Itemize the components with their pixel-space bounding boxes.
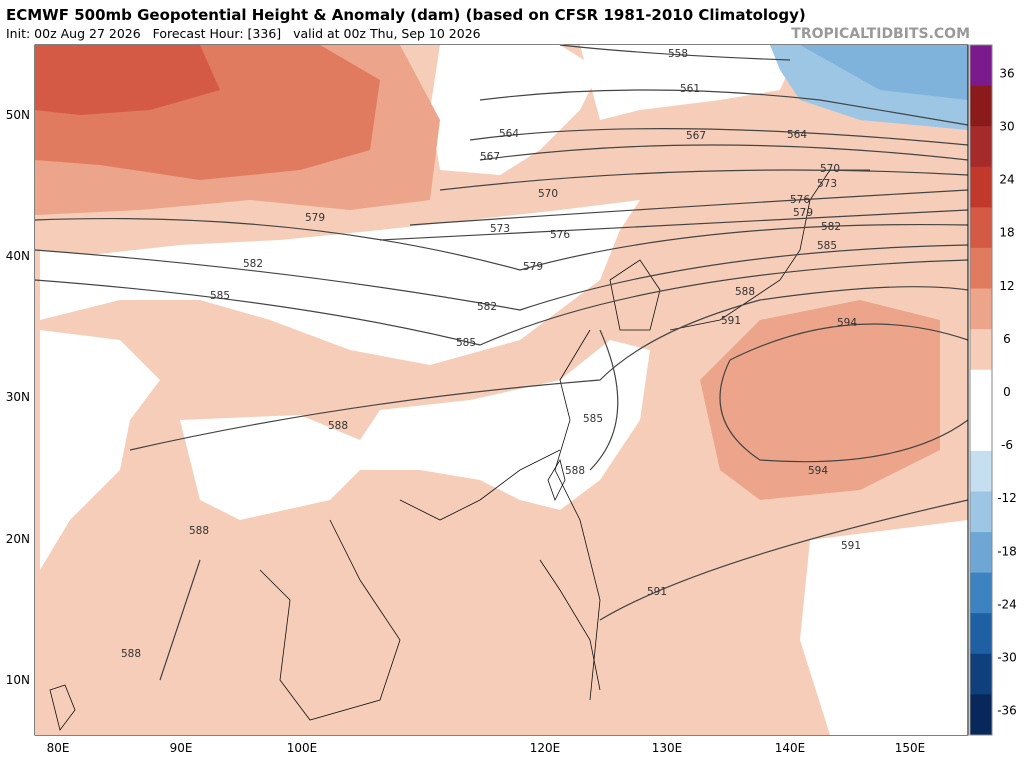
colorbar-segment (970, 450, 992, 492)
contour-label: 567 (686, 130, 706, 142)
contour-label: 585 (817, 240, 837, 252)
contour-label: 564 (499, 128, 519, 140)
contour-label: 576 (790, 194, 810, 206)
colorbar-segment (970, 45, 992, 87)
contour-label: 585 (583, 413, 603, 425)
contour-label: 570 (820, 163, 840, 175)
lon-label: 140E (775, 741, 806, 755)
colorbar-label: -30 (997, 651, 1017, 665)
colorbar-segment (970, 288, 992, 330)
colorbar-segment (970, 491, 992, 533)
contour-label: 588 (121, 648, 141, 660)
lat-label: 20N (6, 532, 30, 546)
subtitle: Init: 00z Aug 27 2026 Forecast Hour: [33… (6, 26, 481, 41)
contour-label: 564 (787, 129, 807, 141)
lon-label: 100E (287, 741, 318, 755)
contour-label: 591 (841, 540, 861, 552)
colorbar-label: 6 (1003, 332, 1011, 346)
lat-label: 40N (6, 249, 30, 263)
colorbar-segment (970, 653, 992, 695)
colorbar-label: 36 (999, 66, 1014, 80)
contour-label: 594 (837, 317, 857, 329)
colorbar-label: -18 (997, 544, 1017, 558)
contour-label: 573 (490, 223, 510, 235)
colorbar-segment (970, 694, 992, 736)
colorbar-segment (970, 329, 992, 371)
contour-label: 588 (565, 465, 585, 477)
lon-label: 130E (652, 741, 683, 755)
colorbar-segment (970, 369, 992, 411)
contour-label: 576 (550, 229, 570, 241)
colorbar-frame (969, 44, 993, 736)
colorbar-segment (970, 166, 992, 208)
contour-label: 570 (538, 188, 558, 200)
colorbar-label: 30 (999, 120, 1014, 134)
colorbar-label: 0 (1003, 385, 1011, 399)
colorbar-segment (970, 85, 992, 127)
lon-label: 80E (47, 741, 70, 755)
colorbar-segment (970, 247, 992, 290)
contour-label: 591 (647, 586, 667, 598)
contour-label: 582 (821, 221, 841, 233)
lat-label: 30N (6, 390, 30, 404)
lon-label: 150E (895, 741, 926, 755)
title: ECMWF 500mb Geopotential Height & Anomal… (6, 6, 806, 24)
colorbar-label: -24 (997, 597, 1017, 611)
colorbar-label: -12 (997, 491, 1017, 505)
map (34, 44, 969, 736)
contour-label: 582 (477, 301, 497, 313)
contour-label: 591 (721, 315, 741, 327)
contour-label: 588 (735, 286, 755, 298)
colorbar-label: -36 (997, 704, 1017, 718)
colorbar-segment (970, 410, 992, 452)
contour-label: 585 (456, 337, 476, 349)
colorbar-label: 12 (999, 279, 1014, 293)
colorbar-segment (970, 572, 992, 614)
lon-label: 90E (170, 741, 193, 755)
brand: TROPICALTIDBITS.COM (791, 26, 970, 42)
colorbar-label: 24 (999, 173, 1014, 187)
contour-label: 573 (817, 178, 837, 190)
lat-label: 10N (6, 673, 30, 687)
colorbar-segment (970, 126, 992, 168)
contour-label: 582 (243, 258, 263, 270)
colorbar-label: -6 (1001, 438, 1013, 452)
contour-label: 579 (305, 212, 325, 224)
lat-label: 50N (6, 108, 30, 122)
contour-label: 585 (210, 290, 230, 302)
contour-label: 594 (808, 465, 828, 477)
contour-label: 588 (189, 525, 209, 537)
colorbar-label: 18 (999, 226, 1014, 240)
colorbar-segment (970, 207, 992, 249)
lon-label: 120E (530, 741, 561, 755)
contour-label: 561 (680, 83, 700, 95)
contour-label: 588 (328, 420, 348, 432)
contour-label: 567 (480, 151, 500, 163)
contour-label: 558 (668, 48, 688, 60)
contour-label: 579 (523, 261, 543, 273)
colorbar-segment (970, 613, 992, 655)
colorbar-segment (970, 532, 992, 574)
contour-label: 579 (793, 207, 813, 219)
